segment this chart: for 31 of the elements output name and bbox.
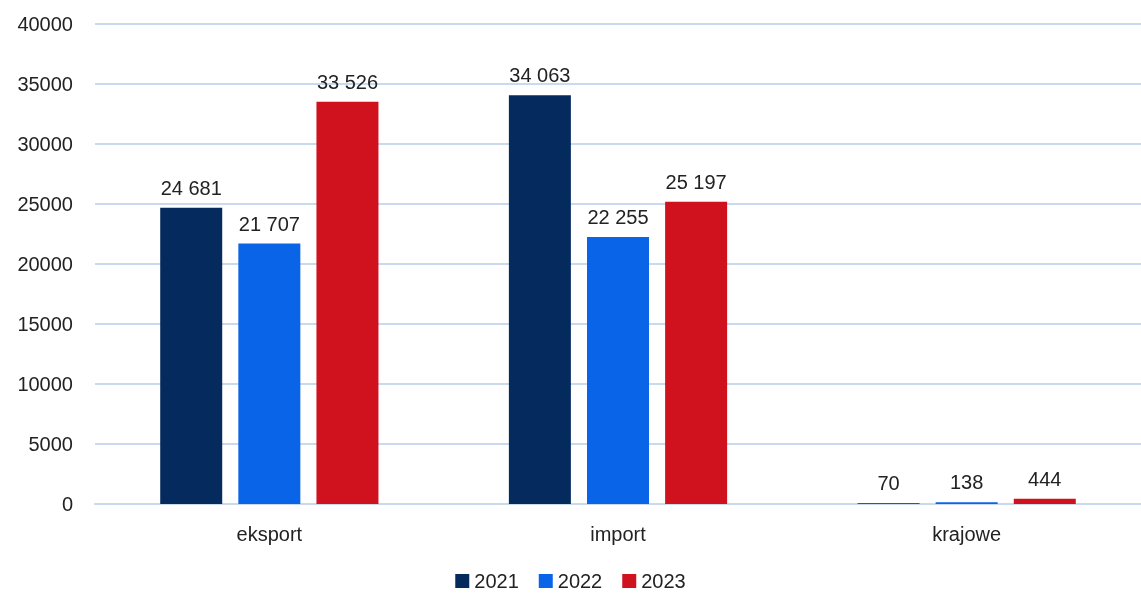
y-tick-label: 5000 xyxy=(28,433,73,455)
legend-label: 2022 xyxy=(557,570,603,592)
data-label: 25 197 xyxy=(665,170,727,193)
data-label: 34 063 xyxy=(509,64,571,87)
y-tick-label: 25000 xyxy=(17,193,73,215)
y-tick-label: 30000 xyxy=(17,133,73,155)
bar xyxy=(587,236,649,504)
y-tick-label: 20000 xyxy=(17,253,73,275)
data-label: 70 xyxy=(877,472,900,495)
bar xyxy=(316,101,379,504)
x-tick-label: import xyxy=(590,523,647,545)
bar xyxy=(665,201,728,504)
data-label: 444 xyxy=(1028,467,1062,490)
data-label: 33 526 xyxy=(316,70,379,93)
x-tick-label: eksport xyxy=(236,523,303,545)
bar xyxy=(238,243,301,504)
legend-label: 2021 xyxy=(474,570,519,592)
data-label: 22 255 xyxy=(587,205,649,228)
data-label: 21 707 xyxy=(238,212,300,235)
data-label: 138 xyxy=(949,471,984,494)
legend-label: 2023 xyxy=(641,570,686,592)
bar xyxy=(508,95,571,504)
y-tick-label: 0 xyxy=(61,493,73,515)
y-tick-label: 15000 xyxy=(17,313,73,335)
y-tick-label: 35000 xyxy=(17,73,73,95)
bar xyxy=(1013,498,1076,504)
x-tick-label: krajowe xyxy=(932,523,1002,545)
data-label: 24 681 xyxy=(160,176,222,199)
y-tick-label: 40000 xyxy=(17,13,73,35)
bar xyxy=(160,207,223,504)
y-tick-label: 10000 xyxy=(17,373,73,395)
